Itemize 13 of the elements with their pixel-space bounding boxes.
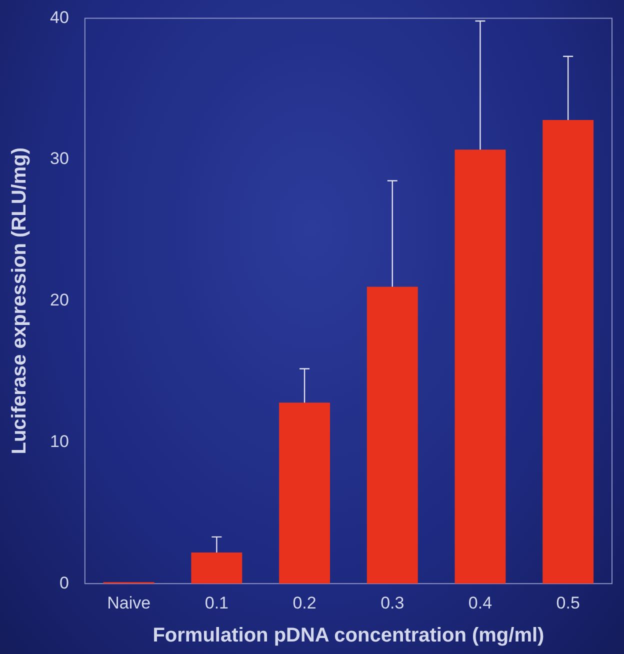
x-tick-label: Naive bbox=[107, 593, 151, 612]
x-axis-title: Formulation pDNA concentration (mg/ml) bbox=[152, 624, 544, 647]
x-tick-label: 0.5 bbox=[556, 593, 580, 612]
y-tick-label: 40 bbox=[50, 8, 69, 27]
x-tick-label: 0.1 bbox=[204, 593, 228, 612]
x-tick-label: 0.2 bbox=[292, 593, 316, 612]
y-tick-label: 20 bbox=[50, 290, 69, 310]
y-tick-label: 0 bbox=[59, 573, 69, 592]
y-axis-title: Luciferase expression (RLU/mg) bbox=[8, 148, 31, 454]
x-tick-label: 0.3 bbox=[380, 593, 404, 612]
y-tick-label: 10 bbox=[50, 432, 69, 451]
x-tick-label: 0.4 bbox=[468, 593, 492, 612]
y-tick-label: 30 bbox=[50, 149, 69, 168]
